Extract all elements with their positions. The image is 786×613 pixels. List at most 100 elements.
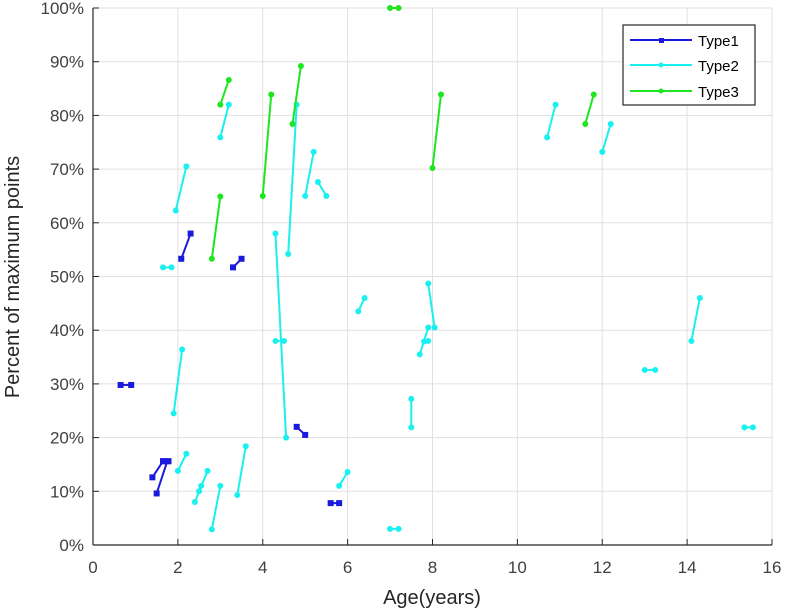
circle-marker-icon	[408, 424, 415, 431]
circle-marker-icon	[431, 324, 438, 331]
circle-marker-icon	[590, 91, 597, 98]
square-marker-icon	[238, 255, 245, 262]
circle-marker-icon	[297, 62, 304, 69]
y-tick-label: 70%	[50, 160, 84, 179]
x-tick-label: 4	[258, 558, 267, 577]
series-line	[304, 151, 315, 197]
circle-marker-icon	[395, 5, 402, 11]
series-line	[261, 94, 273, 197]
circle-marker-icon	[688, 337, 695, 344]
type3-marker-icon	[658, 88, 664, 94]
circle-marker-icon	[582, 120, 589, 127]
circle-marker-icon	[272, 337, 279, 344]
x-tick-label: 0	[88, 558, 97, 577]
legend-label: Type1	[698, 33, 739, 50]
x-tick-label: 14	[678, 558, 697, 577]
circle-marker-icon	[225, 101, 232, 108]
circle-marker-icon	[395, 525, 402, 532]
series-line	[291, 65, 302, 125]
circle-marker-icon	[196, 488, 203, 495]
square-marker-icon	[117, 381, 124, 388]
circle-marker-icon	[344, 468, 351, 475]
circle-marker-icon	[314, 178, 321, 185]
circle-marker-icon	[283, 434, 290, 441]
series-type2	[160, 101, 756, 533]
series-line	[210, 485, 222, 530]
circle-marker-icon	[172, 207, 179, 214]
legend: Type1 Type2 Type3	[622, 24, 756, 106]
circle-marker-icon	[208, 255, 215, 262]
type2-marker-icon	[658, 62, 664, 68]
circle-marker-icon	[160, 264, 167, 271]
circle-marker-icon	[696, 294, 703, 301]
series-line	[287, 104, 298, 255]
circle-marker-icon	[323, 192, 330, 199]
series-line	[690, 297, 701, 342]
square-marker-icon	[128, 381, 135, 388]
y-tick-label: 90%	[50, 53, 84, 72]
circle-marker-icon	[204, 467, 211, 474]
series-line	[172, 349, 184, 414]
circle-marker-icon	[408, 395, 415, 402]
square-marker-icon	[187, 230, 194, 237]
y-axis-label: Percent of maximum points	[2, 156, 24, 398]
circle-marker-icon	[285, 250, 292, 257]
legend-item-type1: Type1	[630, 33, 739, 50]
legend-label: Type3	[698, 84, 739, 101]
y-tick-label: 20%	[50, 429, 84, 448]
series-line	[584, 94, 595, 125]
circle-marker-icon	[168, 264, 175, 271]
square-marker-icon	[336, 500, 343, 507]
x-tick-label: 10	[508, 558, 527, 577]
series-line	[176, 453, 188, 472]
x-tick-labels: 0 2 4 6 8 10 12 14 16	[88, 558, 781, 577]
circle-marker-icon	[225, 76, 232, 83]
y-tick-label: 10%	[50, 482, 84, 501]
square-marker-icon	[230, 264, 237, 271]
circle-marker-icon	[217, 482, 224, 489]
circle-marker-icon	[234, 492, 241, 499]
circle-marker-icon	[272, 230, 279, 237]
y-tick-label: 0%	[59, 536, 84, 555]
x-tick-label: 12	[593, 558, 612, 577]
circle-marker-icon	[259, 192, 266, 199]
circle-marker-icon	[749, 424, 756, 431]
x-tick-label: 6	[343, 558, 352, 577]
grid-lines	[93, 7, 773, 545]
series-line	[431, 94, 442, 169]
circle-marker-icon	[242, 443, 249, 450]
series-type1	[117, 230, 343, 507]
circle-marker-icon	[425, 337, 432, 344]
square-marker-icon	[327, 500, 334, 507]
circle-marker-icon	[425, 324, 432, 331]
circle-marker-icon	[191, 499, 198, 506]
circle-marker-icon	[268, 91, 275, 98]
circle-marker-icon	[170, 410, 177, 417]
circle-marker-icon	[416, 351, 423, 358]
circle-marker-icon	[552, 101, 559, 108]
circle-marker-icon	[183, 163, 190, 170]
y-tick-label: 60%	[50, 214, 84, 233]
series-type3	[208, 5, 597, 262]
legend-item-type2: Type2	[630, 58, 739, 75]
series-line	[210, 196, 222, 259]
square-marker-icon	[153, 490, 160, 497]
circle-marker-icon	[437, 91, 444, 98]
circle-marker-icon	[652, 366, 659, 373]
x-axis-label: Age(years)	[383, 587, 481, 609]
square-marker-icon	[302, 431, 309, 438]
circle-marker-icon	[361, 294, 368, 301]
circle-marker-icon	[280, 337, 287, 344]
series-line	[219, 104, 230, 138]
circle-marker-icon	[310, 148, 317, 155]
circle-marker-icon	[544, 134, 551, 141]
y-tick-label: 80%	[50, 106, 84, 125]
circle-marker-icon	[355, 308, 362, 315]
y-tick-label: 100%	[41, 0, 84, 18]
series-line	[219, 79, 230, 105]
circle-marker-icon	[208, 526, 215, 533]
series-line	[274, 233, 288, 438]
circle-marker-icon	[217, 134, 224, 141]
circle-marker-icon	[183, 450, 190, 457]
